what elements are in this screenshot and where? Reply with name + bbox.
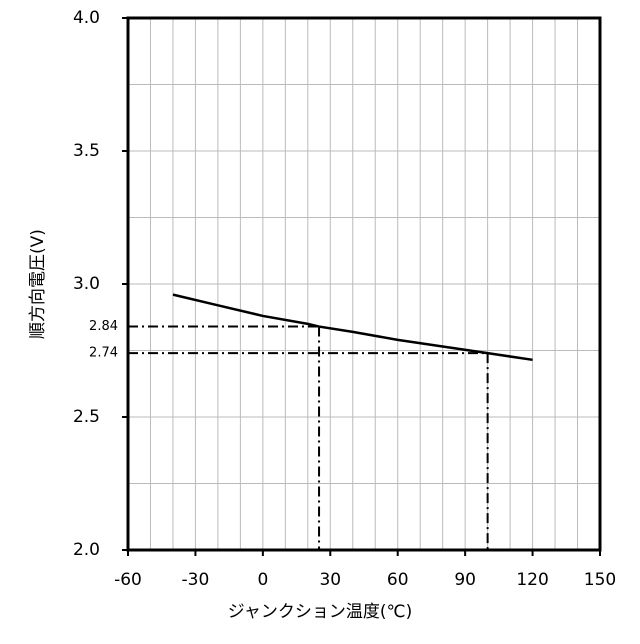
- chart: ジャンクション温度(℃) 順方向電圧(V) -60 -30 0 30 60 90 120 15…: [0, 0, 640, 640]
- y-tick-label: 4.0: [73, 8, 100, 28]
- x-tick-label: 60: [387, 570, 409, 590]
- y-axis-label: 順方向電圧(V): [28, 229, 48, 339]
- x-tick-label: 120: [516, 570, 548, 590]
- x-axis-label: ジャンクション温度(℃): [228, 602, 413, 622]
- y-tick-label: 3.5: [73, 141, 100, 161]
- y-tick-label: 2.0: [73, 540, 100, 560]
- x-tick-label: -60: [114, 570, 142, 590]
- annotation-label: 2.84: [89, 319, 118, 334]
- annotation-label: 2.74: [89, 346, 118, 361]
- y-tick-label: 2.5: [73, 407, 100, 427]
- x-tick-label: 0: [257, 570, 268, 590]
- y-tick-label: 3.0: [73, 274, 100, 294]
- x-tick-label: 30: [319, 570, 341, 590]
- x-tick-label: 150: [584, 570, 616, 590]
- x-tick-label: -30: [182, 570, 210, 590]
- x-tick-label: 90: [454, 570, 476, 590]
